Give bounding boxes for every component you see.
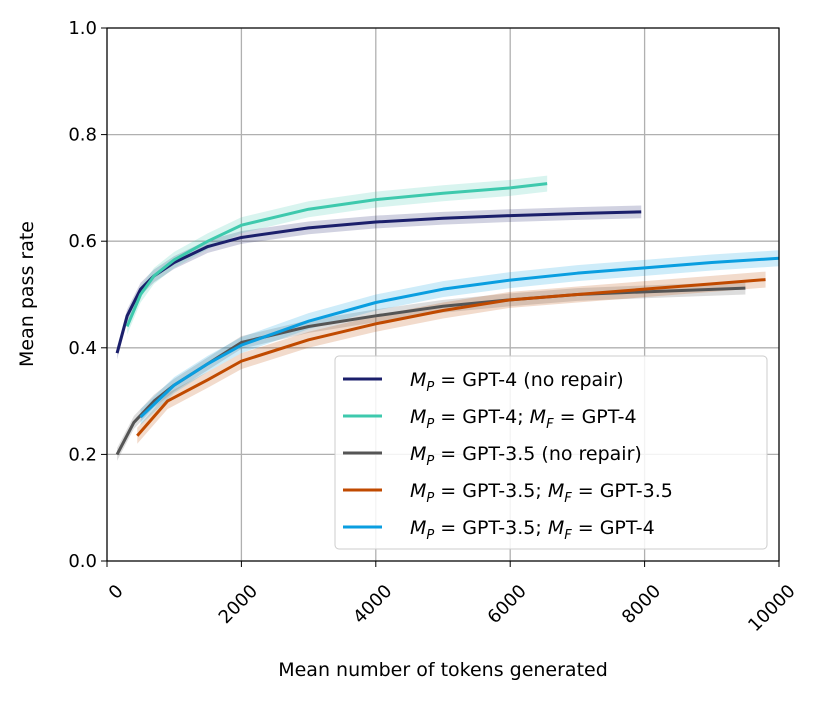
y-tick-label: 0.2 <box>68 444 97 465</box>
math-symbol: M <box>410 517 426 539</box>
series-line <box>136 278 766 437</box>
plot-frame <box>106 27 780 562</box>
math-symbol: M <box>410 480 426 502</box>
x-axis-label: Mean number of tokens generated <box>278 659 608 681</box>
math-subscript: P <box>426 380 434 395</box>
math-symbol: M <box>410 443 426 465</box>
y-tick-label: 0.0 <box>68 551 97 572</box>
equals-sign: = <box>572 480 600 502</box>
math-subscript: P <box>426 528 434 543</box>
legend-label-mp: GPT-3.5; <box>462 480 542 502</box>
x-tick-label: 0 <box>105 581 128 604</box>
math-symbol: M <box>410 406 426 428</box>
confidence-band <box>140 250 780 426</box>
legend-label-mp: GPT-3.5 (no repair) <box>462 443 642 465</box>
math-symbol: M <box>542 480 564 502</box>
legend-entry: MP = GPT-3.5 (no repair) <box>410 443 642 469</box>
math-symbol: M <box>524 406 546 428</box>
x-tick-label: 8000 <box>618 581 665 628</box>
y-tick-label: 0.4 <box>68 338 97 359</box>
math-subscript: F <box>546 417 554 432</box>
math-subscript: P <box>426 454 434 469</box>
legend: MP = GPT-4 (no repair)MP = GPT-4; MF = G… <box>334 355 768 550</box>
legend-label-mf: GPT-3.5 <box>600 480 673 502</box>
equals-sign: = <box>554 406 582 428</box>
series-lines <box>115 182 780 456</box>
equals-sign: = <box>434 517 462 539</box>
series-line <box>115 210 642 354</box>
legend-box <box>334 355 768 550</box>
series-line <box>139 256 780 419</box>
legend-entry: MP = GPT-3.5; MF = GPT-4 <box>410 517 655 543</box>
x-tick-label: 2000 <box>215 581 262 628</box>
math-subscript: F <box>564 528 572 543</box>
legend-label-mp: GPT-4; <box>462 406 523 428</box>
math-symbol: M <box>410 369 426 391</box>
legend-entry: MP = GPT-4; MF = GPT-4 <box>410 406 637 432</box>
legend-label-mp: GPT-4 (no repair) <box>462 369 623 391</box>
equals-sign: = <box>572 517 600 539</box>
x-tick-label: 10000 <box>744 581 799 636</box>
math-symbol: M <box>542 517 564 539</box>
equals-sign: = <box>434 369 462 391</box>
x-tick-label: 4000 <box>349 581 396 628</box>
y-tick-label: 0.8 <box>68 125 97 146</box>
legend-label-mp: GPT-3.5; <box>462 517 542 539</box>
equals-sign: = <box>434 480 462 502</box>
y-axis-label: Mean pass rate <box>16 221 38 367</box>
equals-sign: = <box>434 406 462 428</box>
math-subscript: F <box>564 491 572 506</box>
legend-label-mf: GPT-4 <box>582 406 637 428</box>
confidence-band <box>127 175 548 335</box>
legend-label-mf: GPT-4 <box>600 517 655 539</box>
legend-entry: MP = GPT-4 (no repair) <box>410 369 624 395</box>
x-tick-label: 6000 <box>484 581 531 628</box>
math-subscript: P <box>426 491 434 506</box>
y-tick-label: 1.0 <box>68 18 97 39</box>
math-subscript: P <box>426 417 434 432</box>
y-tick-label: 0.6 <box>68 231 97 252</box>
legend-entry: MP = GPT-3.5; MF = GPT-3.5 <box>410 480 673 506</box>
series-line <box>125 182 548 328</box>
equals-sign: = <box>434 443 462 465</box>
